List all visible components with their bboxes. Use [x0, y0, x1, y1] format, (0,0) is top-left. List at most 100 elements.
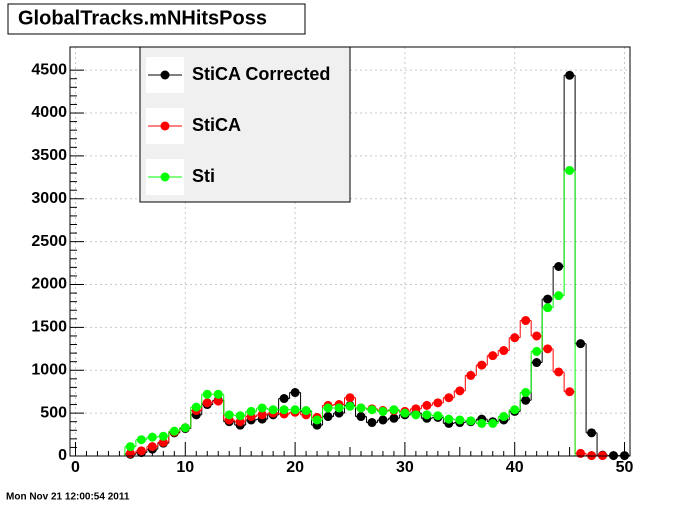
marker: [147, 442, 157, 452]
marker: [466, 370, 476, 380]
y-tick-label: 500: [40, 404, 67, 421]
marker: [488, 351, 498, 361]
marker: [554, 367, 564, 377]
marker: [488, 418, 498, 428]
marker: [367, 405, 377, 415]
legend-marker: [160, 121, 170, 131]
marker: [279, 394, 289, 404]
marker: [213, 389, 223, 399]
marker: [279, 405, 289, 415]
marker: [444, 414, 454, 424]
marker: [290, 388, 300, 398]
marker: [224, 410, 234, 420]
marker: [587, 428, 597, 438]
marker: [521, 316, 531, 326]
marker: [290, 405, 300, 415]
y-tick-label: 2000: [31, 276, 67, 293]
marker: [499, 346, 509, 356]
marker: [444, 393, 454, 403]
y-tick-label: 4000: [31, 104, 67, 121]
marker: [202, 398, 212, 408]
marker: [422, 410, 432, 420]
timestamp: Mon Nov 21 12:00:54 2011: [6, 492, 130, 503]
y-tick-label: 3000: [31, 190, 67, 207]
marker: [378, 415, 388, 425]
marker: [521, 395, 531, 405]
y-tick-label: 0: [58, 447, 67, 464]
marker: [510, 333, 520, 343]
marker: [356, 403, 366, 413]
marker: [356, 412, 366, 422]
legend-marker: [160, 70, 170, 80]
marker: [477, 418, 487, 428]
marker: [554, 262, 564, 272]
marker: [411, 410, 421, 420]
marker: [345, 393, 355, 403]
title-box: [7, 3, 306, 35]
marker: [389, 413, 399, 423]
marker: [400, 408, 410, 418]
marker: [565, 387, 575, 397]
marker: [433, 411, 443, 421]
marker: [257, 410, 267, 420]
marker: [301, 406, 311, 416]
y-tick-label: 1000: [31, 361, 67, 378]
marker: [455, 386, 465, 396]
marker: [532, 346, 542, 356]
marker: [202, 389, 212, 399]
marker: [180, 423, 190, 433]
marker: [257, 403, 267, 413]
marker: [323, 403, 333, 413]
marker: [510, 405, 520, 415]
marker: [345, 401, 355, 411]
marker: [169, 426, 179, 436]
legend-label: Sti: [192, 166, 215, 186]
marker: [136, 446, 146, 456]
x-tick-label: 0: [71, 459, 80, 476]
marker: [576, 448, 586, 458]
marker: [543, 303, 553, 313]
y-tick-label: 4500: [31, 61, 67, 78]
marker: [367, 418, 377, 428]
x-tick-label: 30: [396, 459, 414, 476]
marker: [455, 415, 465, 425]
marker: [323, 412, 333, 422]
marker: [422, 400, 432, 410]
marker: [466, 416, 476, 426]
marker: [389, 405, 399, 415]
legend: StiCA Corrected StiCA Sti: [139, 46, 351, 203]
marker: [543, 344, 553, 354]
marker: [576, 339, 586, 349]
x-tick-label: 40: [506, 459, 524, 476]
marker: [246, 406, 256, 416]
marker: [147, 432, 157, 442]
marker: [499, 412, 509, 422]
y-tick-label: 3500: [31, 147, 67, 164]
marker: [125, 442, 135, 452]
legend-label: StiCA Corrected: [192, 64, 330, 84]
marker: [532, 331, 542, 341]
chart-title: GlobalTracks.mNHitsPoss: [18, 7, 267, 29]
marker: [158, 431, 168, 441]
marker: [378, 406, 388, 416]
x-tick-label: 10: [176, 459, 194, 476]
marker: [565, 70, 575, 80]
marker: [477, 360, 487, 370]
marker: [565, 165, 575, 175]
y-tick-label: 1500: [31, 319, 67, 336]
marker: [521, 388, 531, 398]
marker: [312, 415, 322, 425]
marker: [543, 294, 553, 304]
x-tick-label: 20: [286, 459, 304, 476]
marker: [191, 402, 201, 412]
marker: [334, 403, 344, 413]
marker: [136, 435, 146, 445]
marker: [433, 398, 443, 408]
legend-marker: [160, 172, 170, 182]
marker: [554, 291, 564, 301]
marker: [268, 405, 278, 415]
x-tick-label: 50: [616, 459, 634, 476]
marker: [213, 396, 223, 406]
